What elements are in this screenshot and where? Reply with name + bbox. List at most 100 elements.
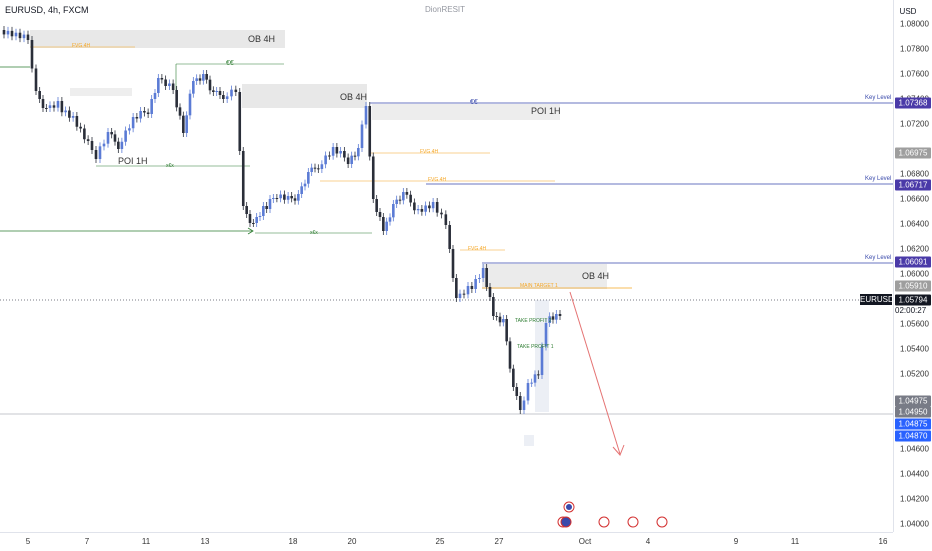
candle-body	[48, 105, 52, 108]
us-flag-icon[interactable]	[656, 516, 668, 528]
ob-4h-zone-top	[30, 30, 285, 48]
candle-body	[416, 209, 420, 211]
candle-body	[297, 194, 300, 201]
time-axis-label: 11	[141, 537, 151, 546]
candle-body	[320, 164, 324, 169]
candle-body	[164, 79, 167, 86]
time-axis[interactable]: 5 7 11 13 18 20 25 27 Oct 4 9 11 16	[0, 532, 893, 551]
author-watermark: DionRESIT	[425, 5, 466, 14]
event-flag-icon[interactable]	[560, 516, 572, 528]
candle-body	[30, 40, 34, 69]
candle-body	[375, 199, 378, 212]
candle-body	[310, 167, 313, 172]
main-target-label: MAIN TARGET 1	[520, 283, 558, 289]
candle-body	[241, 151, 245, 206]
candle-body	[38, 91, 41, 99]
candle-body	[533, 374, 537, 383]
candle-body	[135, 117, 139, 119]
candle-body	[544, 323, 548, 347]
time-axis-label: 20	[347, 537, 357, 546]
candle-body	[124, 130, 127, 142]
price-chart[interactable]	[0, 0, 893, 532]
chart-plot-area[interactable]: EURUSD, 4h, FXCM DionRESIT OB 4H OB 4H O…	[0, 0, 894, 532]
candle-body	[248, 214, 252, 223]
price-axis-label: 1.06200	[900, 244, 929, 254]
poi-1h-label-right: POI 1H	[531, 106, 561, 116]
candle-body	[208, 79, 212, 91]
candle-body	[392, 204, 395, 218]
candle-body	[512, 368, 515, 387]
time-axis-label: Oct	[578, 537, 592, 546]
candle-body	[402, 192, 405, 201]
take-profit-2-label: TAKE PROFIT 2	[515, 318, 552, 324]
price-axis-label: 1.04000	[900, 519, 929, 529]
candle-body	[481, 268, 485, 278]
candle-body	[409, 194, 412, 203]
candle-body	[182, 115, 185, 133]
time-axis-label: 13	[200, 537, 210, 546]
us-flag-icon[interactable]	[598, 516, 610, 528]
forecast-arrowhead	[612, 444, 625, 456]
green-arrowhead	[247, 227, 254, 235]
candle-body	[202, 74, 205, 81]
candle-body	[303, 183, 307, 187]
candle-body	[317, 168, 320, 170]
event-flag-inner-icon	[566, 504, 572, 510]
candle-body	[286, 196, 290, 200]
candle-body	[364, 106, 368, 125]
small-zone	[524, 435, 534, 446]
candle-body	[113, 134, 117, 142]
price-axis-label: 1.06800	[900, 169, 929, 179]
fvg-label: FVG 4H	[72, 43, 91, 49]
candle-body	[350, 155, 353, 164]
candle-body	[398, 199, 402, 201]
candle-body	[18, 32, 22, 39]
candle-body	[428, 205, 431, 209]
candle-body	[485, 268, 488, 287]
candle-body	[413, 202, 416, 211]
candle-body	[357, 148, 360, 157]
us-flag-icon[interactable]	[627, 516, 639, 528]
take-profit-1-label: TAKE PROFIT 1	[517, 344, 554, 350]
time-axis-label: 18	[288, 537, 298, 546]
candle-body	[382, 217, 385, 231]
candle-body	[335, 147, 339, 154]
candle-body	[548, 316, 551, 323]
symbol-title[interactable]: EURUSD, 4h, FXCM	[5, 5, 89, 15]
candle-body	[272, 198, 275, 199]
candle-body	[508, 341, 512, 369]
candle-body	[300, 186, 303, 194]
eq-label: x€x	[310, 230, 318, 236]
event-icons	[557, 501, 668, 528]
candle-body	[198, 78, 202, 81]
price-axis-label: 1.06400	[900, 219, 929, 229]
poi-1h-label-left: POI 1H	[118, 156, 148, 166]
candle-body	[60, 101, 64, 113]
candle-body	[343, 151, 346, 158]
key-level-label-3: Key Level	[865, 255, 892, 261]
key-level-label-1: Key Level	[865, 95, 892, 101]
candle-body	[215, 91, 218, 92]
ob-4h-label-mid: OB 4H	[340, 92, 368, 102]
candle-body	[385, 221, 388, 231]
price-axis-label: 1.04200	[900, 494, 929, 504]
candle-body	[448, 225, 451, 249]
price-axis-label: 1.05600	[900, 319, 929, 329]
fvg-label: FVG 4H	[428, 177, 447, 183]
candle-body	[171, 83, 175, 90]
candle-body	[146, 112, 150, 114]
price-axis-label: 1.06600	[900, 194, 929, 204]
candle-body	[268, 199, 272, 209]
candle-body	[14, 32, 18, 37]
candle-body	[371, 156, 375, 199]
candle-body	[188, 93, 192, 116]
candle-body	[478, 278, 481, 279]
candle-body	[52, 105, 56, 108]
currency-label[interactable]: USD	[899, 7, 917, 16]
price-axis-label: 1.05400	[900, 344, 929, 354]
candle-body	[313, 167, 317, 169]
price-axis[interactable]: 1.080001.078001.076001.074001.072001.068…	[893, 0, 932, 532]
candle-body	[265, 206, 268, 209]
candle-body	[106, 132, 110, 144]
candle-body	[360, 124, 364, 148]
